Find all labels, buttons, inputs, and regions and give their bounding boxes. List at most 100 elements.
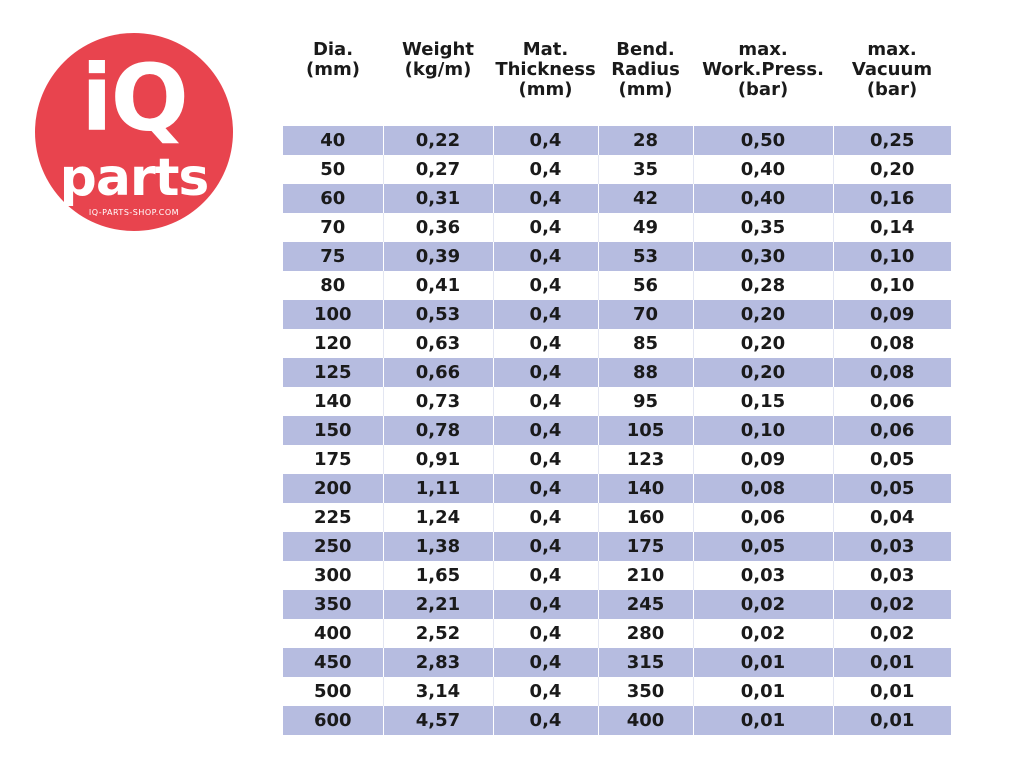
cell-weight: 0,36 [383,213,494,242]
cell-dia: 120 [283,329,384,358]
table-row: 125 0,66 0,4 88 0,20 0,08 [283,358,951,387]
cell-bend-radius: 280 [598,619,694,648]
cell-max-work-press: 0,40 [693,155,834,184]
cell-max-vacuum: 0,05 [833,474,951,503]
cell-bend-radius: 350 [598,677,694,706]
cell-weight: 0,63 [383,329,494,358]
cell-max-work-press: 0,15 [693,387,834,416]
cell-max-vacuum: 0,02 [870,623,915,644]
cell-bend-radius: 175 [598,532,694,561]
cell-dia: 200 [283,474,384,503]
cell-max-vacuum: 0,10 [833,242,951,271]
cell-bend-radius: 160 [598,503,694,532]
cell-bend-radius: 28 [598,126,694,155]
header-mat-thickness: Mat. Thickness (mm) [495,39,596,100]
logo-url: IQ-PARTS-SHOP.COM [88,208,180,217]
cell-max-work-press: 0,10 [693,416,834,445]
cell-mat-thickness: 0,4 [493,416,599,445]
cell-max-work-press: 0,06 [693,503,834,532]
cell-dia: 175 [283,445,384,474]
cell-max-work-press: 0,01 [693,648,834,677]
cell-max-vacuum: 0,16 [833,184,951,213]
cell-weight: 1,38 [383,532,494,561]
cell-mat-thickness: 0,4 [493,561,599,590]
cell-mat-thickness: 0,4 [493,242,599,271]
table-row: 175 0,91 0,4 123 0,09 0,05 [283,445,951,474]
cell-dia: 140 [283,387,384,416]
cell-weight: 0,91 [383,445,494,474]
spec-table: Dia. (mm) Weight (kg/m) Mat. Thickness (… [283,40,951,735]
table-body: 40 0,22 0,4 28 0,50 0,25 50 0,27 0,4 35 0,40 0,20 60… [283,126,951,735]
cell-weight: 0,39 [383,242,494,271]
table-row: 500 3,14 0,4 350 0,01 0,01 [283,677,951,706]
cell-weight: 0,73 [383,387,494,416]
cell-max-work-press: 0,20 [693,300,834,329]
cell-mat-thickness: 0,4 [493,619,599,648]
cell-dia: 450 [283,648,384,677]
cell-bend-radius: 35 [598,155,694,184]
cell-mat-thickness: 0,4 [493,329,599,358]
cell-bend-radius: 88 [598,358,694,387]
cell-max-vacuum: 0,01 [870,681,915,702]
cell-dia: 250 [283,532,384,561]
cell-max-work-press: 0,01 [693,677,834,706]
cell-mat-thickness: 0,4 [493,590,599,619]
cell-bend-radius: 70 [598,300,694,329]
iq-parts-logo: iQ parts IQ-PARTS-SHOP.COM [35,33,233,231]
logo-brand-iq: iQ [81,45,189,152]
cell-mat-thickness: 0,4 [493,358,599,387]
cell-max-vacuum: 0,03 [833,532,951,561]
table-row: 400 2,52 0,4 280 0,02 0,02 [283,619,951,648]
cell-bend-radius: 245 [598,590,694,619]
cell-dia: 600 [283,706,384,735]
cell-weight: 0,31 [383,184,494,213]
cell-max-vacuum: 0,01 [833,706,951,735]
table-row: 80 0,41 0,4 56 0,28 0,10 [283,271,951,300]
cell-max-vacuum: 0,08 [870,333,915,354]
header-weight: Weight (kg/m) [402,39,474,80]
cell-weight: 2,52 [383,619,494,648]
cell-max-work-press: 0,20 [693,329,834,358]
cell-weight: 0,27 [383,155,494,184]
cell-bend-radius: 140 [598,474,694,503]
table-header-row: Dia. (mm) Weight (kg/m) Mat. Thickness (… [283,40,951,126]
table-row: 60 0,31 0,4 42 0,40 0,16 [283,184,951,213]
cell-dia: 150 [283,416,384,445]
cell-mat-thickness: 0,4 [493,445,599,474]
header-max-work-press: max. Work.Press. (bar) [702,39,824,100]
cell-bend-radius: 123 [598,445,694,474]
cell-weight: 1,11 [383,474,494,503]
cell-max-work-press: 0,05 [693,532,834,561]
cell-max-work-press: 0,30 [693,242,834,271]
cell-max-work-press: 0,03 [693,561,834,590]
table-row: 40 0,22 0,4 28 0,50 0,25 [283,126,951,155]
cell-bend-radius: 315 [598,648,694,677]
table-row: 140 0,73 0,4 95 0,15 0,06 [283,387,951,416]
cell-bend-radius: 49 [598,213,694,242]
cell-weight: 1,24 [383,503,494,532]
cell-weight: 4,57 [383,706,494,735]
cell-max-vacuum: 0,08 [833,358,951,387]
table-row: 300 1,65 0,4 210 0,03 0,03 [283,561,951,590]
cell-max-work-press: 0,02 [693,619,834,648]
table-row: 150 0,78 0,4 105 0,10 0,06 [283,416,951,445]
cell-weight: 0,53 [383,300,494,329]
cell-weight: 0,78 [383,416,494,445]
cell-max-work-press: 0,01 [693,706,834,735]
cell-dia: 100 [283,300,384,329]
table-row: 50 0,27 0,4 35 0,40 0,20 [283,155,951,184]
cell-dia: 350 [283,590,384,619]
cell-mat-thickness: 0,4 [493,387,599,416]
cell-max-work-press: 0,09 [693,445,834,474]
cell-dia: 50 [283,155,384,184]
cell-dia: 400 [283,619,384,648]
cell-dia: 80 [283,271,384,300]
cell-mat-thickness: 0,4 [493,648,599,677]
cell-mat-thickness: 0,4 [493,677,599,706]
cell-max-work-press: 0,50 [693,126,834,155]
cell-max-vacuum: 0,09 [833,300,951,329]
cell-bend-radius: 85 [598,329,694,358]
cell-max-work-press: 0,20 [693,358,834,387]
cell-weight: 1,65 [383,561,494,590]
cell-dia: 40 [283,126,384,155]
